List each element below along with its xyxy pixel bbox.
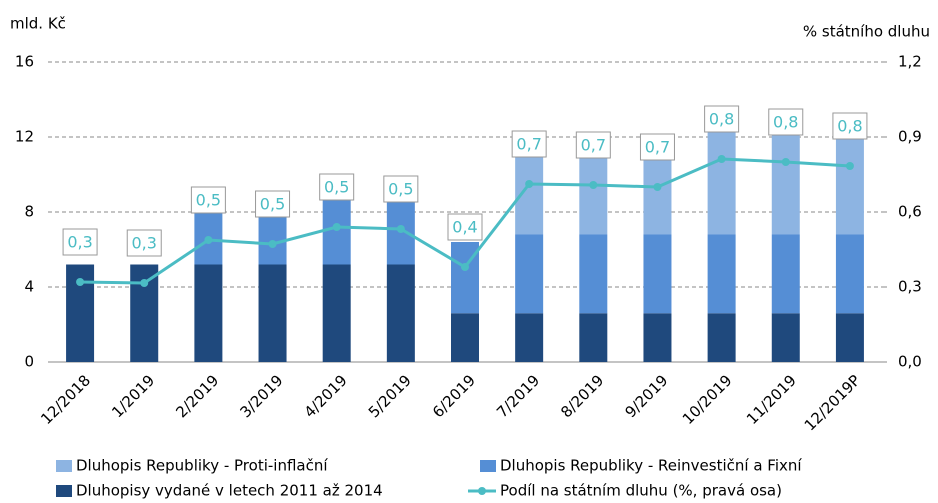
- y2-tick-label: 1,2: [898, 53, 922, 71]
- line-marker: [461, 263, 469, 271]
- x-tick-label: 11/2019: [743, 371, 800, 428]
- x-tick-label: 8/2019: [557, 371, 607, 421]
- bar-segment: [771, 313, 800, 362]
- bar-segment: [258, 264, 287, 362]
- legend-label: Dluhopis Republiky - Reinvestiční a Fixn…: [500, 457, 802, 475]
- data-label: 0,7: [516, 135, 541, 154]
- y2-tick-label: 0,0: [898, 353, 922, 371]
- y-tick-label: 4: [24, 278, 34, 296]
- line-marker: [525, 180, 534, 188]
- x-tick-label: 12/2018: [37, 371, 94, 428]
- legend-label: Dluhopisy vydané v letech 2011 až 2014: [76, 482, 383, 500]
- data-label-box: [447, 213, 483, 241]
- y2-axis-title: % státního dluhu: [803, 23, 930, 41]
- data-label-box: [255, 190, 291, 218]
- line-marker: [76, 278, 85, 286]
- bar-segment: [579, 234, 608, 314]
- x-tick-label: 4/2019: [301, 371, 351, 421]
- data-label: 0,5: [324, 178, 349, 197]
- bar-segment: [451, 313, 479, 362]
- y-tick-label: 8: [24, 203, 34, 221]
- data-label-box: [319, 173, 355, 201]
- legend-swatch: [56, 460, 72, 472]
- bar-segment: [643, 313, 672, 362]
- data-label-box: [575, 131, 611, 159]
- data-label-box: [190, 186, 226, 214]
- data-label-box: [511, 130, 547, 158]
- data-label-box: [639, 133, 675, 161]
- y2-tick-label: 0,3: [898, 278, 922, 296]
- bar-segment: [707, 234, 736, 314]
- bar-segment: [579, 313, 608, 362]
- data-label: 0,5: [388, 180, 413, 199]
- x-tick-label: 12/2019P: [801, 371, 864, 434]
- bar-segment: [258, 208, 287, 265]
- x-tick-label: 2/2019: [172, 371, 222, 421]
- y-tick-label: 16: [15, 53, 34, 71]
- line-marker: [589, 181, 598, 189]
- data-label: 0,3: [67, 233, 92, 252]
- bar-segment: [515, 234, 544, 314]
- bar-segment: [771, 234, 800, 314]
- data-label-box: [704, 105, 740, 133]
- line-marker: [140, 279, 149, 287]
- bar-segment: [707, 120, 736, 235]
- line-marker: [396, 225, 405, 233]
- data-label: 0,8: [773, 113, 798, 132]
- y2-tick-label: 0,9: [898, 128, 922, 146]
- line-marker: [204, 236, 213, 244]
- bar-segment: [835, 234, 864, 314]
- x-tick-label: 1/2019: [108, 371, 158, 421]
- data-label: 0,5: [260, 195, 285, 214]
- y2-tick-label: 0,6: [898, 203, 922, 221]
- line-marker: [781, 158, 790, 166]
- data-label: 0,5: [196, 191, 221, 210]
- bar-segment: [643, 234, 672, 314]
- legend-swatch: [480, 460, 496, 472]
- bar-segment: [515, 313, 544, 362]
- data-label: 0,8: [837, 117, 862, 136]
- bar-segment: [707, 313, 736, 362]
- legend-label: Dluhopis Republiky - Proti-inflační: [76, 457, 328, 475]
- x-tick-label: 3/2019: [236, 371, 286, 421]
- data-label: 0,4: [452, 218, 477, 237]
- line-marker: [268, 240, 277, 248]
- data-label-box: [126, 229, 162, 257]
- line-marker: [332, 223, 341, 231]
- x-tick-label: 5/2019: [365, 371, 415, 421]
- x-tick-label: 10/2019: [679, 371, 736, 428]
- data-label-box: [383, 175, 419, 203]
- line-marker: [845, 162, 854, 170]
- data-label-box: [768, 108, 804, 136]
- y-tick-label: 0: [24, 353, 34, 371]
- x-tick-label: 6/2019: [429, 371, 479, 421]
- legend-swatch: [56, 485, 72, 497]
- x-tick-label: 9/2019: [621, 371, 671, 421]
- data-label: 0,3: [132, 234, 157, 253]
- data-label: 0,7: [645, 138, 670, 157]
- line-marker: [653, 183, 662, 191]
- data-label-box: [62, 228, 98, 256]
- bar-segment: [322, 264, 351, 362]
- x-tick-label: 7/2019: [493, 371, 543, 421]
- data-label: 0,7: [581, 136, 606, 155]
- line-marker: [717, 155, 726, 163]
- legend-label: Podíl na státním dluhu (%, pravá osa): [500, 482, 782, 500]
- bar-segment: [194, 264, 223, 362]
- bar-segment: [386, 264, 415, 362]
- bar-segment: [835, 313, 864, 362]
- y-tick-label: 12: [15, 128, 34, 146]
- data-label: 0,8: [709, 110, 734, 129]
- y-axis-title: mld. Kč: [10, 15, 66, 33]
- bar-segment: [771, 120, 800, 235]
- legend-marker: [478, 487, 486, 495]
- data-label-box: [832, 112, 868, 140]
